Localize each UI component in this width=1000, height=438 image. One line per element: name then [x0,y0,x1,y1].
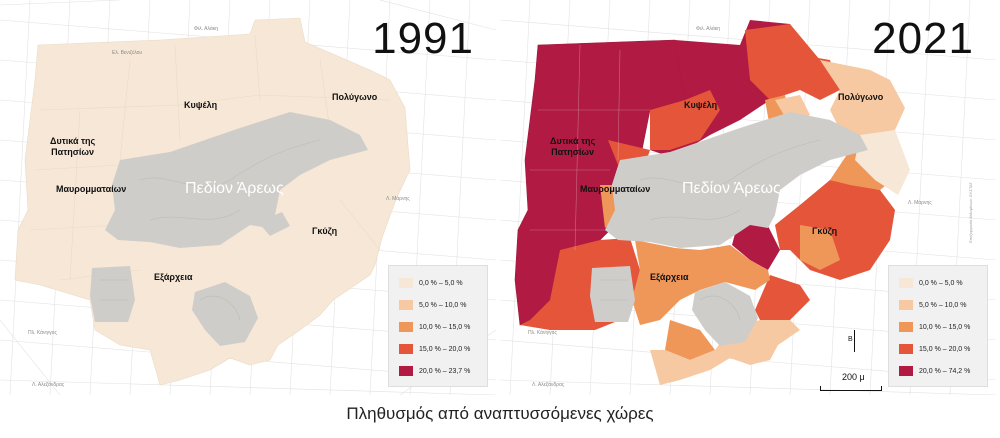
legend-swatch [399,278,413,288]
map-panel-1991: 1991 Πεδίον Άρεως Κυψέλη Πολύγωνο Δυτικά… [0,0,496,395]
street-label: Λ. Μάρνης [908,200,932,206]
zone-class-2 [650,320,800,385]
legend-swatch [399,366,413,376]
hill-area-2021 [692,282,758,346]
street-label: Ελ. Βενιζέλου [112,50,143,56]
neighborhood-label-polygono: Πολύγωνο [332,92,378,102]
zone-class-4 [755,275,810,330]
neighborhood-label-gkyzi: Γκύζη [812,226,838,236]
zone-class-3 [800,225,840,270]
legend-swatch [899,278,913,288]
legend-swatch [399,300,413,310]
street-label: Φιλ. Αλάκη [696,26,721,32]
legend-item: 0,0 % – 5,0 % [899,272,981,294]
legend-item: 20,0 % – 74,2 % [899,360,981,382]
scale-bar-label: 200 μ [842,372,865,382]
neighborhood-label-patision: Δυτικά της Πατησίων [50,136,96,157]
neighborhood-label-exarcheia: Εξάρχεια [650,272,689,282]
legend-swatch [899,322,913,332]
park-paths [100,139,321,321]
legend-item: 15,0 % – 20,0 % [399,338,481,360]
year-label: 2021 [872,14,974,63]
legend-item: 10,0 % – 15,0 % [399,316,481,338]
neighborhood-label-polygono: Πολύγωνο [838,92,884,102]
attribution-text: Επεξεργασία δεδομένων: ΕΛΣΤΑΤ [967,182,973,243]
park-area-1991 [105,112,368,248]
legend-item: 5,0 % – 10,0 % [399,294,481,316]
zone-boundaries [530,44,650,251]
legend-item: 10,0 % – 15,0 % [899,316,981,338]
north-arrow-icon [854,330,855,352]
park-label: Πεδίον Άρεως [682,180,781,197]
zone-class-4 [650,90,720,150]
zone-class-2 [820,60,905,140]
legend-item: 0,0 % – 5,0 % [399,272,481,294]
neighborhood-label-kypseli: Κυψέλη [684,100,718,110]
zone-class-3 [632,240,770,325]
park-area-2021 [605,112,868,248]
street-label: Λ. Μάρνης [386,196,410,202]
street-label: Λ. Αλεξάνδρας [32,382,65,388]
park-label: Πεδίον Άρεως [185,180,284,197]
block-area-2021 [590,266,635,322]
zone-class-1 [855,130,910,195]
street-label: Φιλ. Αλάκη [194,26,219,32]
panel-divider [496,0,500,395]
hill-area-1991 [192,282,258,346]
map-canvas-1991 [0,0,496,395]
zone-class-3 [665,320,715,360]
year-label: 1991 [372,14,474,63]
street-label: Λ. Αλεξάνδρας [532,382,565,388]
neighborhood-label-mavrommataion: Μαυρομματαίων [56,184,127,194]
legend-swatch [899,366,913,376]
north-arrow-label: B [848,336,853,343]
map-caption: Πληθυσμός από αναπτυσσόμενες χώρες [346,404,654,423]
legend-swatch [899,344,913,354]
neighborhood-label-patision: Δυτικά της Πατησίων [550,136,596,157]
neighborhood-label-exarcheia: Εξάρχεια [154,272,193,282]
legend-item: 15,0 % – 20,0 % [899,338,981,360]
legend-item: 20,0 % – 23,7 % [399,360,481,382]
street-label: Πλ. Κάνιγγος [528,330,557,336]
street-label: Πλ. Κάνιγγος [28,330,57,336]
legend-1991: 0,0 % – 5,0 % 5,0 % – 10,0 % 10,0 % – 15… [388,265,488,387]
legend-item: 5,0 % – 10,0 % [899,294,981,316]
map-panel-2021: 2021 Πεδίον Άρεως Κυψέλη Πολύγωνο Δυτικά… [500,0,996,395]
park-paths [600,139,821,321]
neighborhood-label-mavrommataion: Μαυρομματαίων [580,184,651,194]
legend-2021: 0,0 % – 5,0 % 5,0 % – 10,0 % 10,0 % – 15… [888,265,988,387]
scale-bar [820,386,882,391]
neighborhood-label-kypseli: Κυψέλη [184,100,218,110]
map-canvas-2021 [500,0,996,395]
legend-swatch [399,322,413,332]
legend-swatch [899,300,913,310]
neighborhood-label-gkyzi: Γκύζη [312,226,338,236]
block-area-1991 [90,266,135,322]
legend-swatch [399,344,413,354]
park-islet-1991 [258,212,290,236]
